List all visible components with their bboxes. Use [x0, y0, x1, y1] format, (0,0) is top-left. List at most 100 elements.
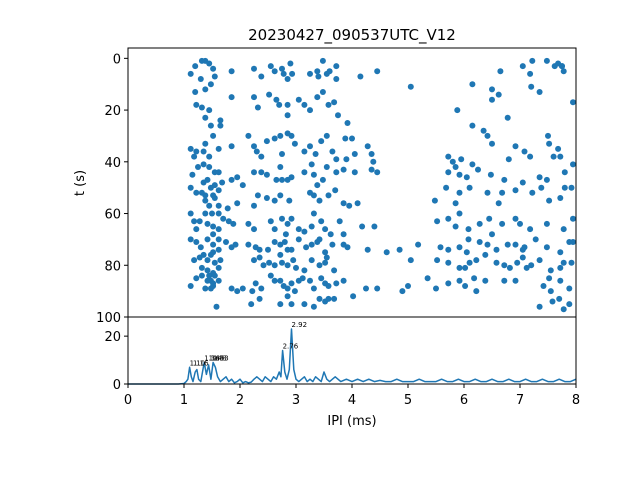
raster-point: [528, 83, 535, 90]
raster-point: [284, 293, 291, 300]
raster-point: [284, 220, 291, 227]
raster-y-tick-label: 100: [96, 311, 121, 326]
raster-point: [295, 236, 302, 243]
raster-point: [267, 218, 274, 225]
raster-y-tick-label: 0: [113, 52, 121, 67]
raster-point: [277, 164, 284, 170]
raster-point: [424, 275, 431, 282]
raster-point: [556, 295, 563, 302]
raster-point: [288, 301, 295, 308]
raster-point: [266, 91, 273, 98]
raster-point: [557, 195, 564, 201]
raster-point: [198, 272, 205, 279]
raster-point: [570, 99, 576, 106]
raster-point: [527, 153, 534, 160]
histogram-line-group: [128, 328, 577, 385]
raster-point: [560, 259, 567, 266]
raster-point: [187, 210, 194, 217]
raster-point: [288, 132, 295, 139]
raster-point: [445, 215, 452, 222]
raster-point: [325, 192, 332, 199]
raster-point: [331, 267, 338, 274]
raster-point: [415, 241, 422, 248]
raster-point: [210, 223, 217, 230]
raster-point: [210, 241, 217, 248]
raster-point: [310, 171, 317, 178]
raster-point: [475, 166, 481, 173]
raster-points: [187, 57, 576, 313]
raster-point: [279, 65, 285, 72]
raster-point: [228, 143, 235, 150]
raster-point: [193, 101, 200, 108]
raster-point: [433, 285, 439, 292]
raster-point: [215, 187, 222, 194]
raster-point: [340, 277, 347, 284]
raster-point: [504, 114, 511, 121]
raster-point: [456, 171, 463, 178]
raster-point: [249, 288, 256, 295]
raster-point: [374, 68, 381, 75]
raster-point: [484, 132, 491, 139]
raster-point: [271, 277, 278, 284]
raster-point: [349, 135, 355, 142]
raster-point: [501, 176, 508, 183]
raster-point: [215, 277, 222, 284]
raster-point: [206, 60, 213, 67]
raster-point: [228, 68, 235, 75]
raster-point: [557, 249, 564, 256]
histogram-x-tick-label: 2: [236, 393, 244, 408]
raster-point: [536, 303, 543, 310]
raster-point: [354, 200, 361, 207]
raster-point: [245, 241, 252, 248]
raster-point: [271, 226, 278, 233]
raster-point: [215, 264, 222, 271]
raster-point: [512, 215, 519, 222]
raster-point: [454, 107, 461, 114]
raster-point: [271, 68, 278, 75]
raster-point: [282, 231, 289, 238]
raster-point: [482, 251, 489, 258]
raster-point: [550, 153, 557, 160]
raster-point: [234, 174, 241, 181]
raster-point: [527, 226, 534, 233]
raster-point: [504, 241, 511, 248]
raster-point: [228, 285, 235, 292]
raster-point: [210, 132, 217, 139]
raster-point: [308, 257, 315, 264]
raster-point: [499, 220, 506, 227]
raster-point: [559, 63, 565, 70]
raster-point: [512, 241, 519, 248]
raster-point: [561, 169, 568, 176]
raster-point: [466, 259, 473, 266]
raster-point: [570, 215, 576, 222]
raster-point: [307, 277, 313, 284]
raster-point: [196, 218, 203, 225]
raster-point: [463, 249, 470, 256]
raster-point: [210, 283, 217, 289]
raster-point: [469, 161, 476, 168]
raster-point: [206, 153, 213, 160]
raster-point: [277, 277, 284, 284]
raster-point: [207, 251, 214, 258]
raster-point: [187, 283, 194, 289]
raster-point: [506, 264, 513, 271]
raster-point: [314, 68, 321, 75]
raster-point: [493, 246, 500, 253]
raster-point: [198, 104, 205, 111]
raster-point: [333, 156, 340, 163]
raster-point: [434, 218, 441, 225]
raster-point: [279, 176, 285, 183]
raster-point: [538, 184, 545, 191]
raster-point: [350, 293, 357, 300]
raster-point: [219, 179, 226, 186]
raster-y-ticks: 0 20 40 60 80 100: [96, 52, 128, 326]
raster-point: [284, 101, 291, 108]
raster-point: [202, 140, 209, 147]
raster-point: [316, 295, 323, 302]
raster-point: [301, 267, 308, 274]
raster-point: [473, 257, 480, 264]
raster-point: [220, 215, 227, 222]
raster-point: [224, 205, 231, 212]
raster-point: [217, 117, 224, 124]
